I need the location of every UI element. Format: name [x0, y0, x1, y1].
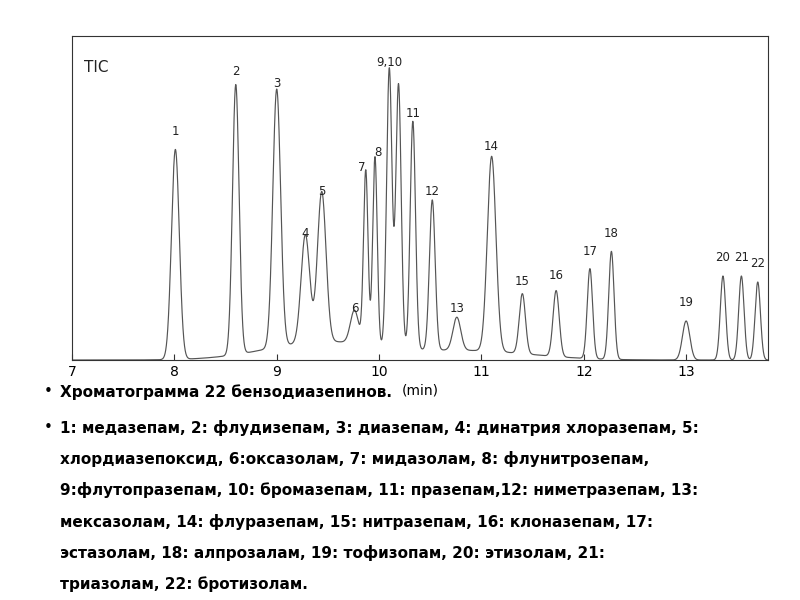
X-axis label: (min): (min)	[402, 383, 438, 397]
Text: 9:флутопразепам, 10: бромазепам, 11: празепам,12: ниметразепам, 13:: 9:флутопразепам, 10: бромазепам, 11: пра…	[60, 482, 698, 499]
Text: TIC: TIC	[84, 60, 109, 75]
Text: 2: 2	[232, 65, 239, 78]
Text: 19: 19	[678, 296, 694, 309]
Text: 1: 1	[172, 125, 179, 138]
Text: •: •	[44, 384, 53, 399]
Text: 16: 16	[549, 269, 564, 282]
Text: Хроматограмма 22 бензодиазепинов.: Хроматограмма 22 бензодиазепинов.	[60, 384, 392, 400]
Text: 12: 12	[425, 185, 440, 198]
Text: 8: 8	[374, 146, 382, 159]
Text: 3: 3	[273, 77, 280, 90]
Text: •: •	[44, 420, 53, 435]
Text: 13: 13	[450, 302, 464, 315]
Text: 9,10: 9,10	[376, 56, 402, 69]
Text: 15: 15	[515, 275, 530, 288]
Text: 5: 5	[318, 185, 326, 198]
Text: эстазолам, 18: алпрозалам, 19: тофизопам, 20: этизолам, 21:: эстазолам, 18: алпрозалам, 19: тофизопам…	[60, 545, 605, 561]
Text: хлордиазепоксид, 6:оксазолам, 7: мидазолам, 8: флунитрозепам,: хлордиазепоксид, 6:оксазолам, 7: мидазол…	[60, 451, 650, 467]
Text: 21: 21	[734, 251, 749, 264]
Text: 22: 22	[750, 257, 766, 270]
Text: 14: 14	[484, 140, 499, 153]
Text: 17: 17	[582, 245, 598, 258]
Text: 7: 7	[358, 161, 366, 174]
Text: 1: медазепам, 2: флудизепам, 3: диазепам, 4: динатрия хлоразепам, 5:: 1: медазепам, 2: флудизепам, 3: диазепам…	[60, 420, 699, 436]
Text: 11: 11	[406, 107, 420, 120]
Text: 20: 20	[715, 251, 730, 264]
Text: 18: 18	[604, 227, 619, 240]
Text: триазолам, 22: бротизолам.: триазолам, 22: бротизолам.	[60, 576, 308, 592]
Text: 6: 6	[350, 302, 358, 315]
Text: мексазолам, 14: флуразепам, 15: нитразепам, 16: клоназепам, 17:: мексазолам, 14: флуразепам, 15: нитразеп…	[60, 514, 653, 530]
Text: 4: 4	[302, 227, 309, 240]
